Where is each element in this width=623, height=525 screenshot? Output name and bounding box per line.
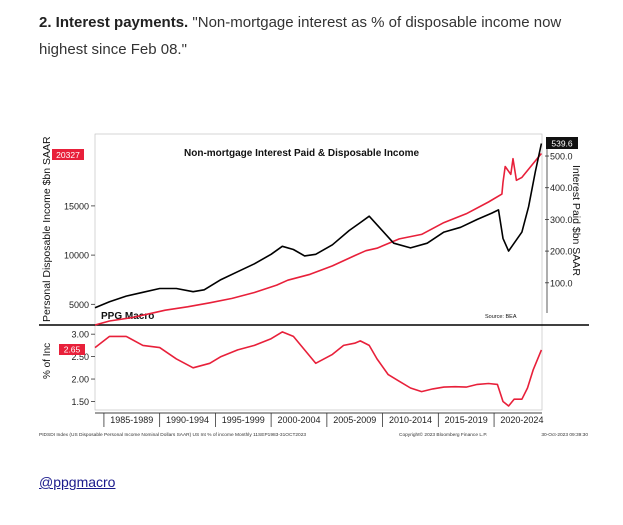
- y-right-label: Interest Paid $bn SAAR: [570, 165, 582, 276]
- chart-svg: Non-mortgage Interest Paid & Disposable …: [39, 133, 589, 438]
- bottom-y-tick-label: 2.00: [71, 375, 89, 385]
- x-tick-label: 2015-2019: [445, 415, 488, 425]
- y-right-tick-label: 300.0: [550, 215, 573, 225]
- post-quote: "Non-mortgage interest as % of disposabl…: [39, 14, 562, 58]
- bottom-y-tick-label: 3.00: [71, 330, 89, 340]
- footer-middle: Copyright© 2023 Bloomberg Finance L.P.: [399, 431, 487, 438]
- footer-right: 30-Oct-2023 09:39:30: [541, 432, 588, 438]
- post-paragraph: 2. Interest payments. "Non-mortgage inte…: [39, 9, 599, 63]
- y-right-tick-label: 400.0: [550, 183, 573, 193]
- x-tick-label: 1990-1994: [166, 415, 209, 425]
- footer-left: PIDSDI Index (US Disposable Personal Inc…: [39, 432, 306, 438]
- bottom-last-value-label: 2.65: [64, 345, 81, 355]
- interest-paid-line: [94, 143, 543, 309]
- y-left-label: Personal Disposable Income $bn SAAR: [41, 136, 53, 322]
- y-right-tick-label: 200.0: [550, 247, 573, 257]
- y-right-tick-label: 100.0: [550, 278, 573, 288]
- chart-figure: Non-mortgage Interest Paid & Disposable …: [39, 127, 589, 446]
- chart-watermark: PPG Macro: [101, 311, 154, 322]
- interest-pct-income-line: [94, 331, 543, 407]
- x-tick-label: 2000-2004: [277, 415, 320, 425]
- chart-title: Non-mortgage Interest Paid & Disposable …: [184, 148, 419, 159]
- disposable-income-line: [94, 152, 543, 326]
- bottom-y-tick-label: 1.50: [71, 397, 89, 407]
- x-tick-label: 1985-1989: [110, 415, 153, 425]
- last-value-right-badge: [546, 137, 578, 149]
- y-right-tick-label: 500.0: [550, 152, 573, 162]
- bottom-y-label: % of Inc: [42, 343, 53, 379]
- x-tick-label: 1995-1999: [222, 415, 265, 425]
- last-value-left-label: 20327: [56, 150, 80, 160]
- ppgmacro-link[interactable]: @ppgmacro: [39, 474, 116, 490]
- post-heading: 2. Interest payments.: [39, 14, 189, 31]
- bottom-last-value-badge: [59, 344, 85, 355]
- x-tick-label: 2010-2014: [389, 415, 432, 425]
- bottom-y-tick-label: 2.50: [71, 352, 89, 362]
- x-tick-label: 2005-2009: [333, 415, 376, 425]
- last-value-right-label: 539.6: [551, 139, 573, 149]
- x-tick-label: 2020-2024: [500, 415, 543, 425]
- plot-frame: [94, 133, 543, 411]
- y-left-tick-label: 5000: [69, 300, 89, 310]
- last-value-left-badge: [52, 149, 84, 160]
- chart-source: Source: BEA: [485, 314, 517, 320]
- y-left-tick-label: 15000: [64, 201, 89, 211]
- y-left-tick-label: 10000: [64, 251, 89, 261]
